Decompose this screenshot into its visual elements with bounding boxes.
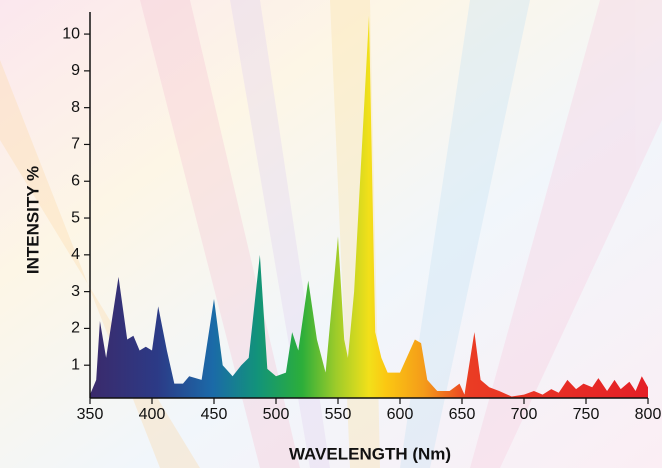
y-tick-label: 7 — [71, 136, 80, 153]
x-tick-label: 550 — [325, 406, 352, 423]
y-tick-label: 1 — [71, 356, 80, 373]
x-tick-label: 700 — [511, 406, 538, 423]
y-tick-label: 10 — [62, 25, 80, 42]
x-tick-label: 650 — [449, 406, 476, 423]
x-axis-title: WAVELENGTH (Nm) — [289, 444, 451, 463]
x-tick-label: 600 — [387, 406, 414, 423]
y-tick-label: 3 — [71, 283, 80, 300]
y-tick-label: 8 — [71, 99, 80, 116]
x-tick-label: 800 — [635, 406, 662, 423]
y-tick-label: 4 — [71, 246, 80, 263]
x-tick-label: 350 — [77, 406, 104, 423]
x-tick-label: 400 — [139, 406, 166, 423]
y-tick-label: 9 — [71, 62, 80, 79]
x-tick-label: 500 — [263, 406, 290, 423]
y-axis-title: INTENSITY % — [23, 166, 42, 274]
spectrum-area — [90, 15, 648, 398]
x-tick-label: 450 — [201, 406, 228, 423]
y-tick-label: 5 — [71, 209, 80, 226]
x-tick-label: 750 — [573, 406, 600, 423]
y-tick-label: 2 — [71, 320, 80, 337]
y-tick-label: 6 — [71, 172, 80, 189]
